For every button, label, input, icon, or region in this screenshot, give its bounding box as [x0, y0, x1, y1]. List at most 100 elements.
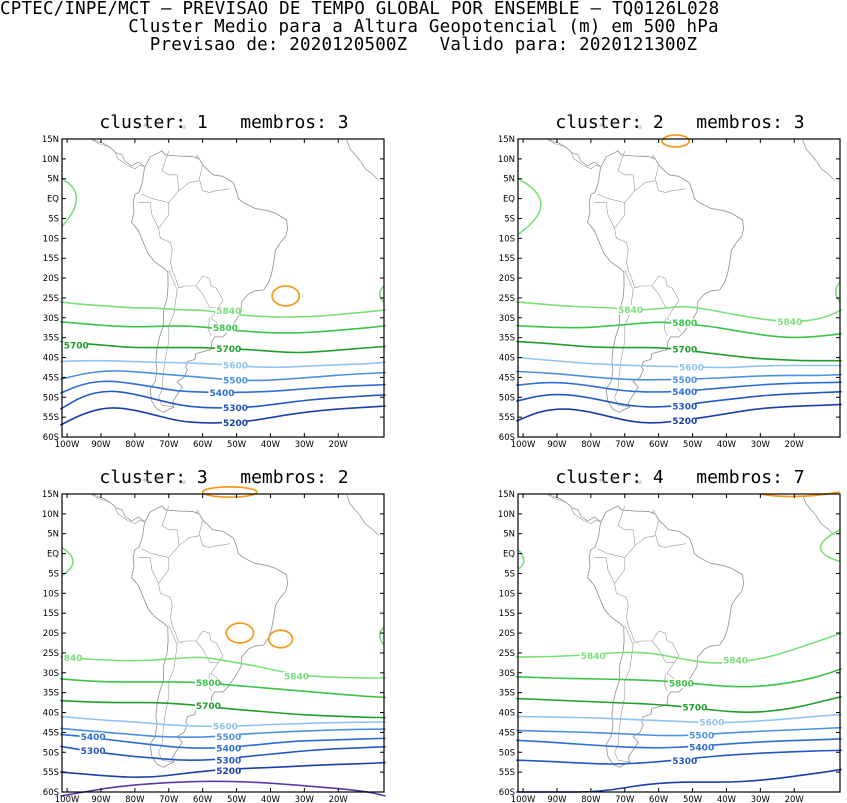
lat-label: 40S — [499, 354, 515, 364]
lon-label: 30W — [751, 795, 771, 803]
contour-label: 5200 — [216, 767, 241, 777]
country-border — [180, 640, 186, 643]
contour-label-bg — [62, 341, 87, 351]
central-america-coastline — [548, 493, 602, 523]
edge-contour — [378, 285, 385, 303]
contour-5900-high — [201, 485, 258, 499]
contour-5600 — [516, 356, 842, 369]
contour-label-bg — [616, 305, 641, 315]
contour-label-bg — [688, 731, 713, 741]
panel-4-title: cluster: 4 membros: 7 — [555, 467, 805, 488]
country-border — [210, 662, 225, 687]
lat-label: 45S — [43, 373, 59, 383]
lon-label: 70W — [615, 440, 635, 450]
island — [157, 121, 161, 125]
lat-label: 40S — [43, 354, 59, 364]
country-border — [138, 557, 159, 584]
contour-label-bg — [671, 318, 696, 328]
contour-label-bg — [222, 361, 246, 371]
country-border — [141, 548, 169, 558]
map-panel-4: 5840 5840 5800 5700 5600 5500 5400 5300 15N 10N 5N… — [498, 476, 842, 803]
central-america-pacific-coast — [90, 138, 146, 170]
africa-coastline — [346, 140, 380, 181]
lat-label: 35S — [43, 689, 59, 699]
island — [613, 121, 617, 125]
island — [196, 510, 200, 514]
panel-1-title: cluster: 1 membros: 3 — [99, 112, 349, 133]
contour-label-bg — [211, 323, 236, 333]
contour-5800 — [516, 321, 842, 339]
contour-5500 — [516, 726, 842, 737]
contour-label: 5600 — [679, 364, 704, 374]
contour-label-bg — [215, 743, 240, 753]
country-border — [208, 317, 212, 336]
central-america-coastline — [548, 138, 602, 168]
country-border — [141, 193, 169, 203]
lat-label: 10S — [499, 234, 515, 244]
country-border — [178, 180, 200, 191]
map-background — [518, 139, 840, 437]
contour-label: 5400 — [209, 389, 234, 399]
contour-5900-high — [267, 629, 294, 649]
africa-coastline — [346, 495, 380, 536]
island — [146, 125, 150, 129]
lat-label: 10N — [498, 155, 515, 165]
edge-contour — [834, 281, 841, 303]
lon-label: 90W — [91, 440, 111, 450]
contour-label: 5840 — [581, 652, 606, 662]
contour-label: 5800 — [196, 679, 221, 689]
country-border — [178, 535, 200, 546]
edge-contour — [819, 529, 841, 563]
island — [602, 125, 606, 129]
lat-label: 10S — [499, 589, 515, 599]
lon-label: 40W — [717, 795, 737, 803]
lat-label: 40S — [499, 709, 515, 719]
contour-5840 — [60, 301, 386, 318]
contour-label-bg — [222, 376, 246, 386]
lat-label: 5N — [503, 530, 515, 540]
contour-label: 5300 — [223, 404, 248, 414]
contour-5500 — [60, 370, 386, 382]
lat-label: 5S — [504, 569, 515, 579]
contour-label-bg — [667, 679, 692, 689]
country-border — [597, 193, 625, 203]
lat-label: 55S — [43, 768, 59, 778]
contour-label-bg — [211, 722, 236, 732]
contour-5500 — [516, 370, 842, 381]
lon-label: 40W — [261, 795, 281, 803]
lon-label: 20W — [329, 440, 349, 450]
contour-label: 5700 — [64, 342, 89, 352]
lat-label: 25S — [43, 294, 59, 304]
contour-label-bg — [215, 306, 240, 316]
contour-label-bg — [215, 756, 240, 766]
island — [638, 125, 642, 129]
lat-label: 50S — [499, 393, 515, 403]
south-america-coastline — [131, 150, 289, 413]
lat-label: 60S — [43, 433, 59, 443]
africa-coastline — [802, 140, 836, 181]
country-border — [195, 285, 224, 309]
contour-label: 5700 — [672, 345, 697, 355]
lat-label: 45S — [43, 728, 59, 738]
contour-5700 — [516, 340, 842, 362]
contour-label: 5840 — [723, 657, 748, 667]
contour-label-bg — [215, 732, 240, 742]
contour-label: 5700 — [682, 703, 707, 713]
map-frame — [61, 493, 385, 793]
contour-label: 5500 — [223, 377, 248, 387]
contour-label: 5700 — [196, 702, 221, 712]
edge-contour — [378, 626, 385, 646]
central-america-pacific-coast — [546, 493, 602, 525]
contour-5200 — [60, 761, 386, 778]
country-border — [634, 535, 656, 546]
contour-label-bg — [215, 766, 240, 776]
lat-label: 35S — [499, 689, 515, 699]
central-america-pacific-coast — [546, 138, 602, 170]
central-america-coastline — [92, 493, 146, 523]
contour-label: 5840 — [216, 307, 241, 317]
lat-label: 10N — [42, 510, 59, 520]
lat-label: 35S — [43, 334, 59, 344]
south-america-coastline — [587, 505, 745, 768]
lon-label: 30W — [295, 795, 315, 803]
